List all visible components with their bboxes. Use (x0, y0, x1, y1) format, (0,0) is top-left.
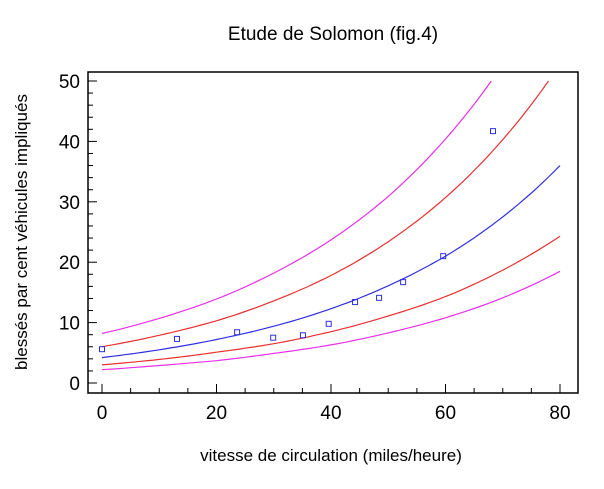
x-tick-label: 60 (435, 403, 456, 424)
data-point (490, 128, 497, 135)
data-point (99, 346, 105, 353)
data-point (270, 334, 277, 341)
y-tick-label: 10 (59, 314, 80, 335)
curve-fit (101, 165, 561, 359)
y-axis-label: blessés par cent véhicules impliqués (12, 94, 31, 370)
y-tick-label: 20 (59, 253, 80, 274)
x-axis-label: vitesse de circulation (miles/heure) (200, 446, 462, 465)
y-tick-label: 30 (59, 193, 80, 214)
x-tick-label: 80 (549, 403, 570, 424)
data-point (440, 253, 447, 260)
x-tick-label: 0 (97, 403, 108, 424)
curve-lower-confidence (101, 235, 561, 366)
y-tick-label: 50 (59, 72, 80, 93)
plot-frame (87, 71, 579, 394)
data-point (325, 320, 332, 327)
data-point (352, 299, 359, 306)
data-point (173, 335, 180, 342)
curve-upper-confidence (101, 80, 549, 348)
curve-lower-prediction (101, 270, 561, 371)
y-tick-label: 40 (59, 132, 80, 153)
curve-upper-prediction (101, 80, 492, 335)
data-point (376, 294, 383, 301)
x-tick-label: 20 (206, 403, 227, 424)
data-point (299, 332, 306, 339)
y-tick-label: 0 (69, 374, 80, 395)
data-point (400, 279, 407, 286)
chart-title: Etude de Solomon (fig.4) (228, 24, 438, 45)
data-point (234, 329, 241, 336)
x-tick-label: 40 (320, 403, 341, 424)
